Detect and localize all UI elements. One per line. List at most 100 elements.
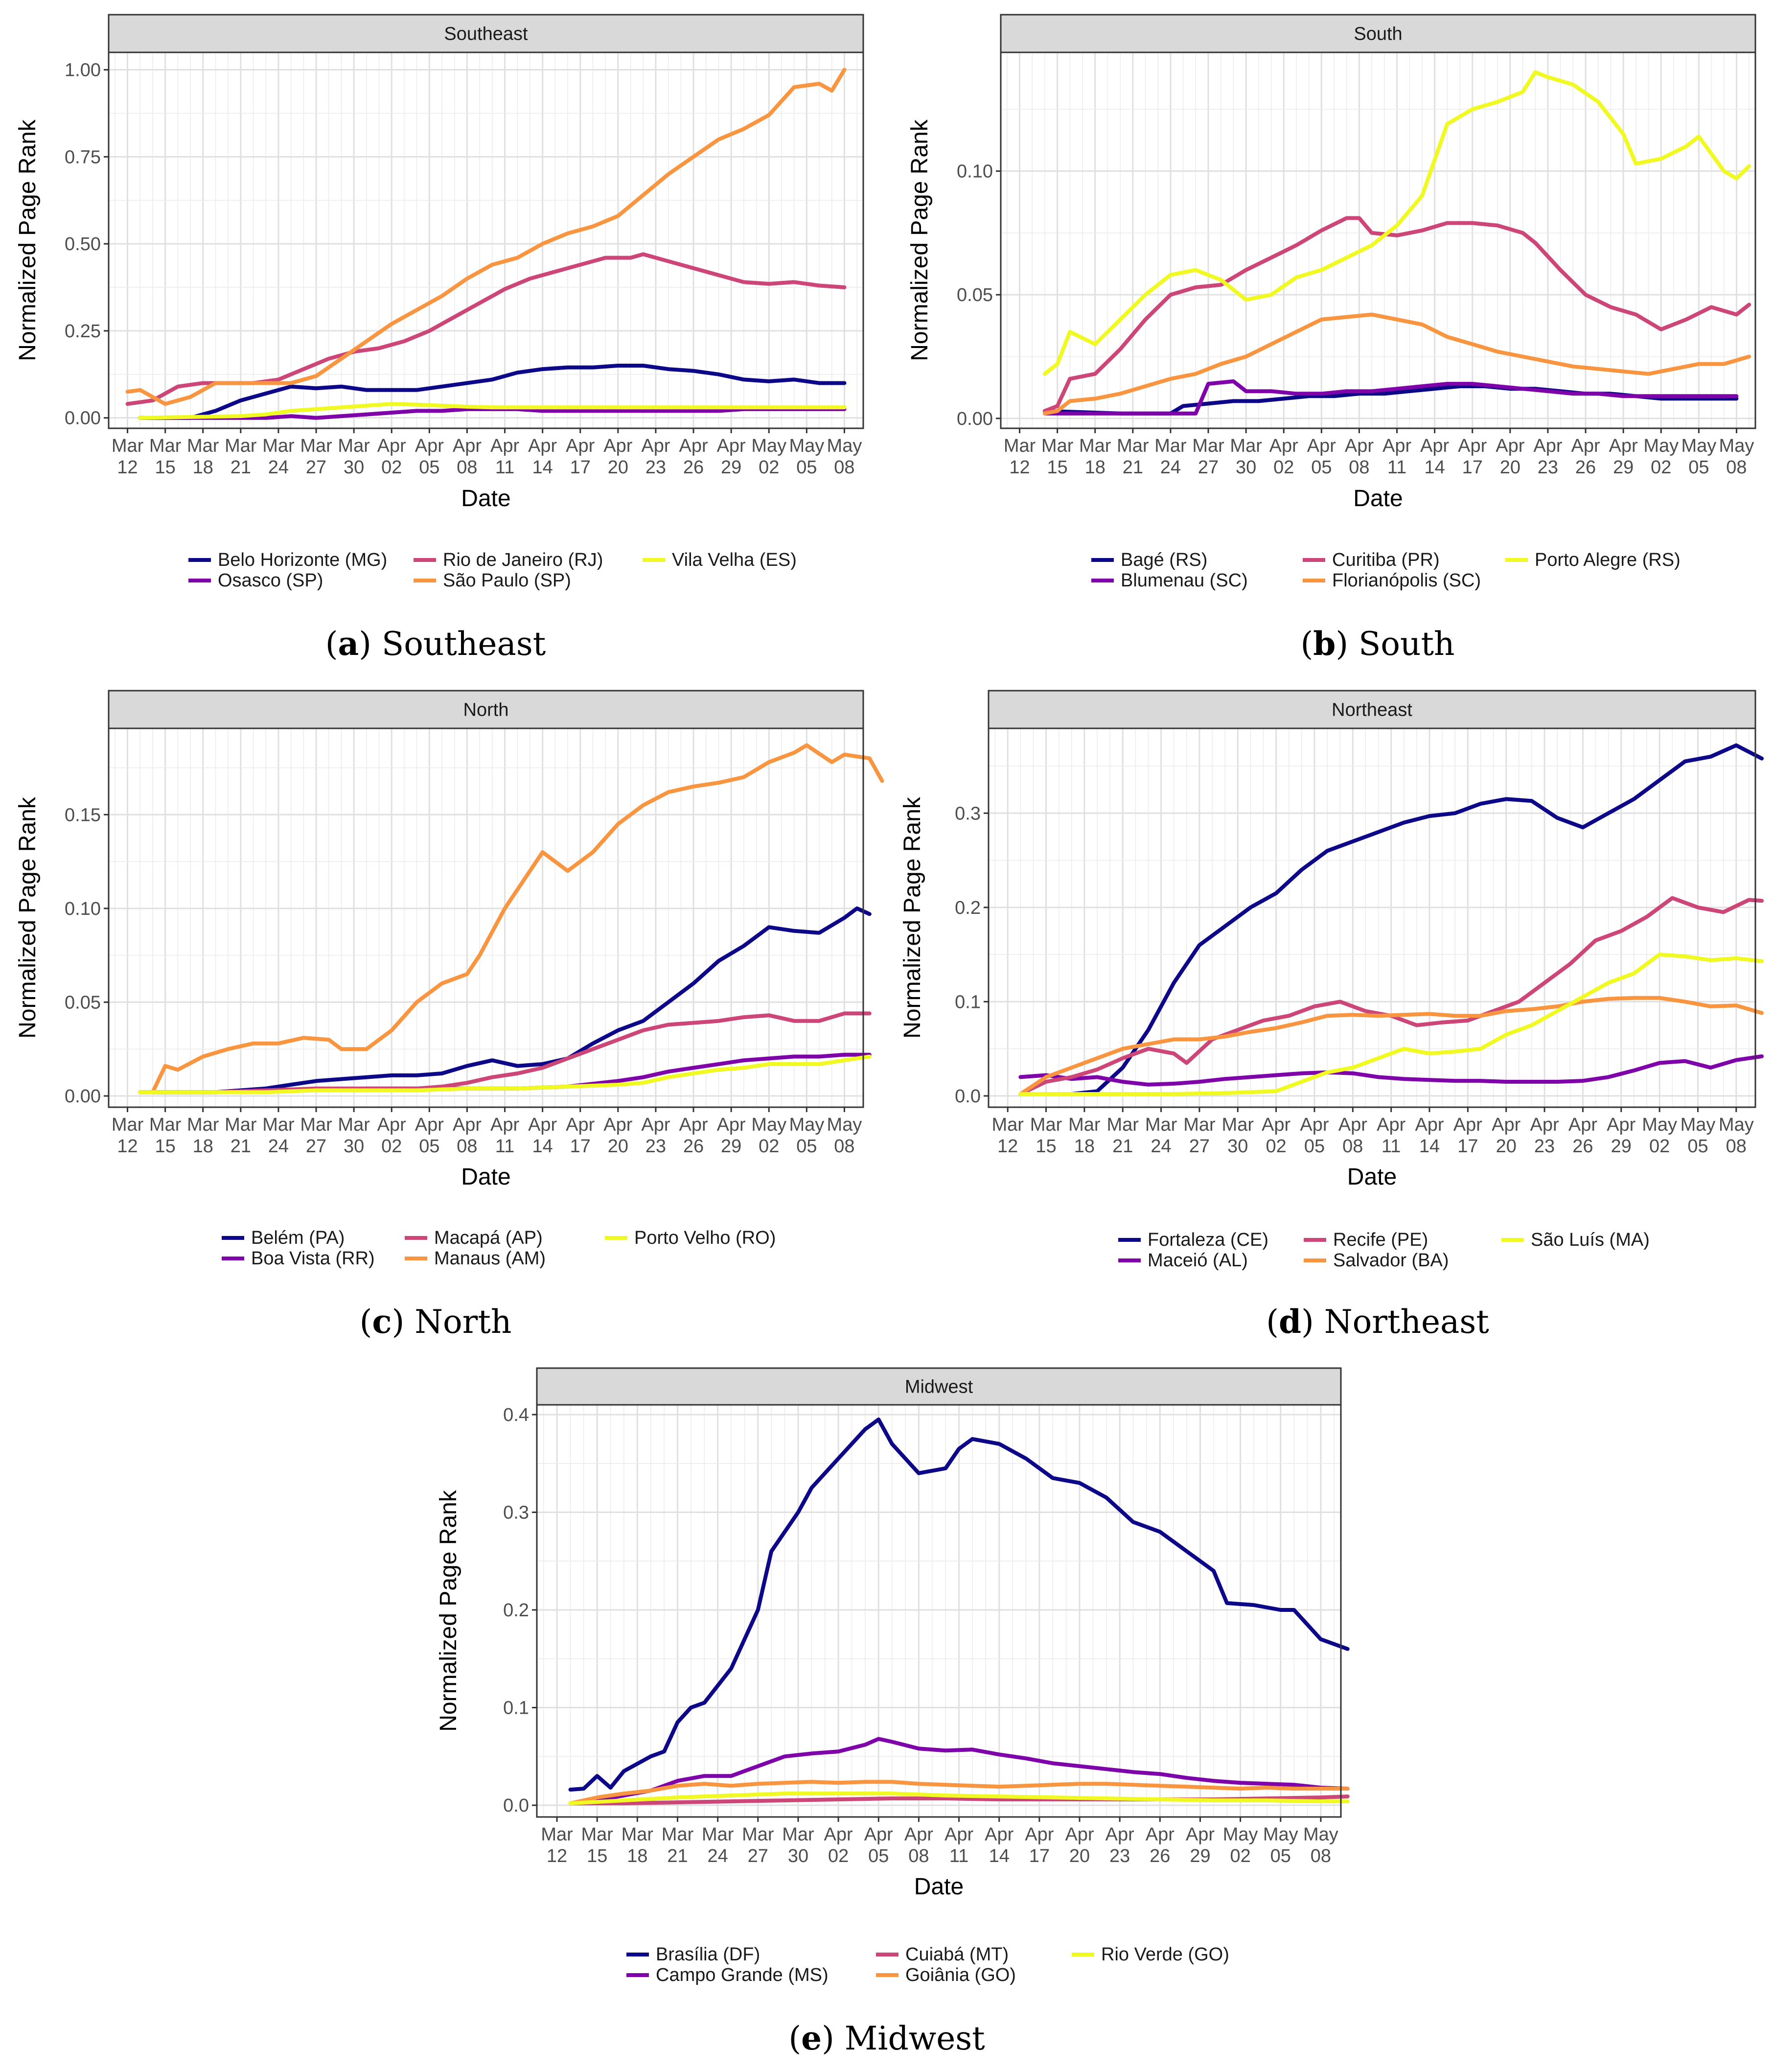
- x-tick-label-day: 24: [708, 1846, 728, 1866]
- series-line: [138, 743, 884, 1094]
- legend-label: Maceió (AL): [1148, 1250, 1248, 1271]
- x-tick-label-day: 20: [1496, 1136, 1517, 1157]
- y-tick-label: 0.3: [503, 1502, 529, 1523]
- x-tick-label-day: 08: [1342, 1136, 1363, 1157]
- series-line: [568, 1792, 1350, 1806]
- x-tick-label-day: 05: [1687, 1136, 1708, 1157]
- x-tick-label-month: Apr: [1533, 436, 1562, 456]
- x-tick-label-day: 05: [419, 457, 439, 478]
- x-tick-label-day: 08: [1726, 1136, 1747, 1157]
- x-tick-label-month: Mar: [1222, 1115, 1254, 1135]
- x-tick-label-month: Apr: [490, 436, 519, 456]
- x-tick-label-month: Apr: [717, 436, 746, 456]
- series-line: [138, 402, 847, 420]
- y-tick-label: 1.00: [65, 60, 101, 81]
- x-tick-label-day: 23: [1534, 1136, 1555, 1157]
- x-tick-label-month: Mar: [1154, 436, 1187, 456]
- x-tick-label-month: Mar: [149, 1115, 182, 1135]
- x-tick-label-month: Apr: [1458, 436, 1487, 456]
- x-tick-label-day: 11: [495, 457, 514, 478]
- y-tick-label: 0.1: [503, 1698, 529, 1719]
- y-tick-label: 0.10: [65, 899, 101, 919]
- x-tick-label-month: May: [827, 436, 862, 456]
- x-tick-label-month: Mar: [112, 436, 144, 456]
- x-tick-label-day: 08: [457, 1136, 477, 1157]
- x-tick-label-day: 02: [381, 1136, 402, 1157]
- x-tick-label-month: Mar: [225, 436, 257, 456]
- x-tick-label-month: Apr: [1420, 436, 1449, 456]
- x-tick-label-day: 02: [1230, 1846, 1250, 1866]
- strip-header: [988, 690, 1756, 729]
- x-tick-label-day: 23: [645, 457, 666, 478]
- x-tick-label-day: 27: [306, 1136, 326, 1157]
- legend-label: Brasília (DF): [656, 1944, 760, 1965]
- x-tick-label-day: 27: [306, 457, 326, 478]
- x-tick-label-day: 14: [1419, 1136, 1440, 1157]
- legend-label: Belo Horizonte (MG): [218, 550, 387, 570]
- series-line: [1018, 1054, 1764, 1087]
- y-tick-label: 0.1: [955, 992, 981, 1012]
- x-tick-label-month: May: [1643, 436, 1679, 456]
- x-tick-label-month: Apr: [944, 1824, 973, 1845]
- x-tick-label-day: 15: [1036, 1136, 1056, 1157]
- x-tick-label-month: Apr: [528, 1115, 557, 1135]
- panel-caption: (c) North: [360, 1303, 512, 1341]
- x-tick-label-month: Mar: [1041, 436, 1074, 456]
- x-tick-label-day: 24: [268, 457, 289, 478]
- plot-area: [989, 728, 1755, 1107]
- x-tick-label-month: Apr: [566, 1115, 595, 1135]
- x-tick-label-day: 17: [1462, 457, 1483, 478]
- panel-north: North0.000.050.100.15Mar12Mar15Mar18Mar2…: [15, 690, 884, 1341]
- x-tick-label-month: Apr: [490, 1115, 519, 1135]
- panel-northeast: Northeast0.00.10.20.3Mar12Mar15Mar18Mar2…: [899, 690, 1764, 1341]
- y-tick-label: 0.00: [65, 1086, 101, 1107]
- x-tick-label-day: 05: [1304, 1136, 1325, 1157]
- x-tick-label-day: 26: [683, 1136, 704, 1157]
- x-tick-label-month: Apr: [377, 1115, 406, 1135]
- y-tick-label: 0.0: [503, 1795, 529, 1816]
- y-tick-label: 0.00: [65, 408, 101, 429]
- x-tick-label-month: Apr: [1065, 1824, 1094, 1845]
- plot-border: [988, 727, 1756, 1108]
- series-line: [138, 364, 847, 420]
- x-tick-label-day: 20: [1500, 457, 1520, 478]
- x-tick-label-month: Mar: [1004, 436, 1036, 456]
- x-tick-label-month: Apr: [453, 1115, 482, 1135]
- x-tick-label-day: 02: [759, 1136, 779, 1157]
- series-line: [1018, 743, 1764, 1096]
- x-tick-label-day: 21: [230, 1136, 251, 1157]
- strip-header: [1000, 14, 1756, 53]
- x-tick-label-day: 05: [419, 1136, 439, 1157]
- legend-label: Campo Grande (MS): [656, 1965, 829, 1985]
- x-axis-title: Date: [461, 486, 510, 512]
- series-line: [568, 1417, 1350, 1792]
- x-tick-label-day: 29: [721, 457, 741, 478]
- x-tick-label-month: May: [789, 436, 824, 456]
- x-tick-label-day: 17: [1457, 1136, 1478, 1157]
- x-tick-label-month: Apr: [1262, 1115, 1290, 1135]
- x-tick-label-day: 30: [344, 1136, 364, 1157]
- x-tick-label-day: 21: [1112, 1136, 1133, 1157]
- x-tick-label-day: 27: [748, 1846, 768, 1866]
- y-tick-label: 0.2: [503, 1600, 529, 1621]
- legend-label: Fortaleza (CE): [1148, 1230, 1268, 1250]
- x-tick-label-month: May: [1719, 1115, 1754, 1135]
- x-tick-label-day: 11: [949, 1846, 968, 1866]
- x-tick-label-month: May: [1719, 436, 1754, 456]
- series-line: [1042, 379, 1739, 416]
- x-tick-label-day: 18: [193, 457, 213, 478]
- x-tick-label-month: Mar: [1230, 436, 1262, 456]
- y-tick-label: 0.0: [955, 1086, 981, 1107]
- y-tick-label: 0.05: [65, 992, 101, 1013]
- x-tick-label-day: 18: [1074, 1136, 1095, 1157]
- x-tick-label-day: 26: [1150, 1846, 1170, 1866]
- x-tick-label-day: 29: [1613, 457, 1634, 478]
- x-tick-label-month: Mar: [1106, 1115, 1139, 1135]
- x-tick-label-day: 05: [796, 457, 817, 478]
- x-tick-label-month: Apr: [679, 1115, 708, 1135]
- y-axis-title: Normalized Page Rank: [15, 119, 41, 361]
- x-tick-label-day: 24: [1160, 457, 1181, 478]
- y-axis-title: Normalized Page Rank: [15, 796, 41, 1039]
- y-tick-label: 0.4: [503, 1405, 529, 1425]
